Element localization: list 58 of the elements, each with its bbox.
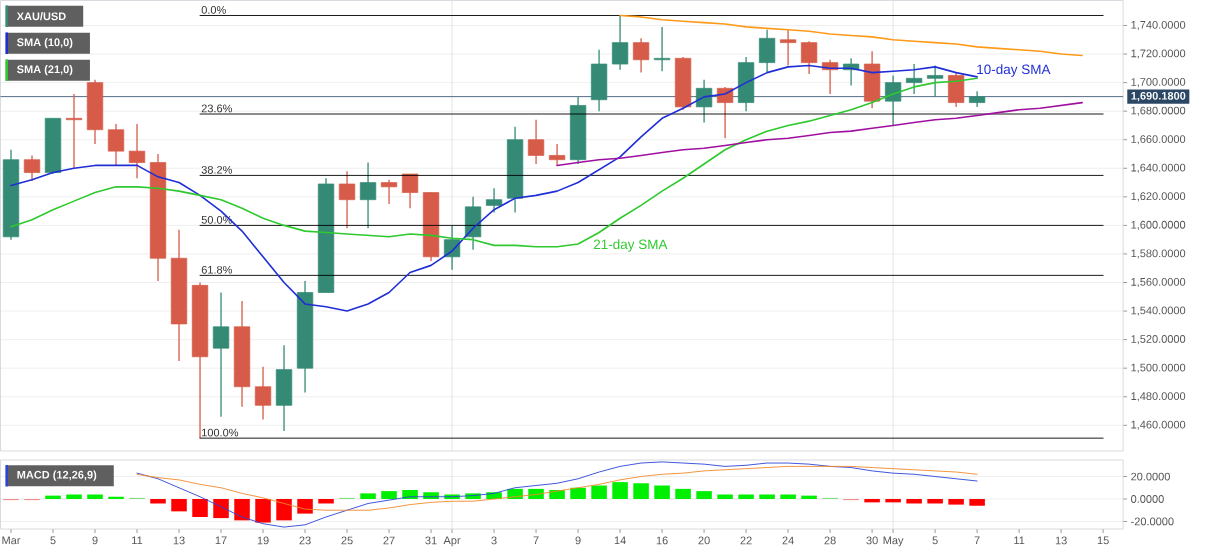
x-tick-label: Mar [2, 536, 21, 545]
x-tick-label: 13 [1055, 536, 1067, 545]
x-tick-label: 31 [425, 536, 437, 545]
x-tick-label: 13 [173, 536, 185, 545]
legend-label: MACD (12,26,9) [17, 470, 97, 481]
y-tick-label: 1,640.0000 [1131, 163, 1186, 173]
y-tick-label: 1,540.0000 [1131, 306, 1186, 316]
y-tick-label: 1,560.0000 [1131, 277, 1186, 288]
x-tick-label: 5 [932, 536, 938, 545]
annotation: 21-day SMA [593, 239, 668, 252]
x-tick-label: 25 [341, 536, 353, 545]
x-tick-label: 3 [491, 536, 497, 545]
x-tick-label: 5 [50, 536, 56, 545]
y-tick-label: 1,740.0000 [1131, 20, 1186, 31]
y-tick-label: 1,620.0000 [1131, 192, 1186, 202]
y-tick-label: 1,500.0000 [1131, 363, 1186, 373]
x-tick-label: 9 [92, 536, 98, 545]
y-tick-label: 1,700.0000 [1131, 78, 1186, 88]
y-tick-label: 1,480.0000 [1131, 392, 1186, 402]
y-tick-label: 20.0000 [1131, 472, 1170, 481]
x-tick-label: 15 [1097, 536, 1109, 545]
x-tick-label: 20 [698, 536, 710, 545]
x-tick-label: 22 [740, 536, 752, 545]
x-tick-label: 24 [782, 536, 794, 545]
y-tick-label: 1,580.0000 [1131, 249, 1186, 259]
x-tick-label: 7 [974, 536, 980, 545]
y-tick-label: 1,520.0000 [1131, 335, 1186, 345]
x-tick-label: 11 [1014, 536, 1025, 545]
x-tick-label: 17 [215, 536, 227, 545]
y-tick-label: 1,660.0000 [1131, 135, 1186, 145]
x-tick-label: 28 [824, 536, 836, 545]
series-label: 0.0% [201, 6, 226, 14]
x-tick-label: 11 [132, 536, 143, 545]
x-tick-label: May [883, 536, 904, 547]
x-tick-label: 16 [656, 536, 668, 545]
ref-line-label: 1,690.1800 [1131, 91, 1186, 102]
x-tick-label: 19 [257, 536, 269, 545]
y-tick-label: 1,600.0000 [1131, 220, 1186, 230]
series-label: 23.6% [201, 104, 233, 113]
legend-label: SMA (10,0) [17, 38, 73, 49]
legend-label: SMA (21,0) [17, 65, 73, 76]
x-tick-label: 23 [299, 536, 311, 545]
y-tick-label: -20.0000 [1131, 517, 1174, 526]
x-tick-label: 7 [533, 536, 539, 545]
legend-label: XAU/USD [16, 12, 66, 21]
y-tick-label: 0.0000 [1131, 495, 1164, 503]
annotation: 10-day SMA [977, 64, 1051, 77]
y-tick-label: 1,460.0000 [1131, 420, 1186, 430]
x-tick-label: 27 [383, 536, 395, 545]
x-tick-label: 14 [614, 536, 626, 545]
series-label: 38.2% [201, 165, 233, 174]
series-label: 61.8% [201, 265, 233, 274]
x-tick-label: 9 [575, 536, 581, 545]
series-label: 100.0% [202, 428, 239, 437]
x-tick-label: Apr [443, 536, 461, 547]
y-tick-label: 1,680.0000 [1131, 106, 1186, 116]
x-tick-label: 30 [866, 536, 878, 545]
y-tick-label: 1,720.0000 [1131, 49, 1186, 59]
